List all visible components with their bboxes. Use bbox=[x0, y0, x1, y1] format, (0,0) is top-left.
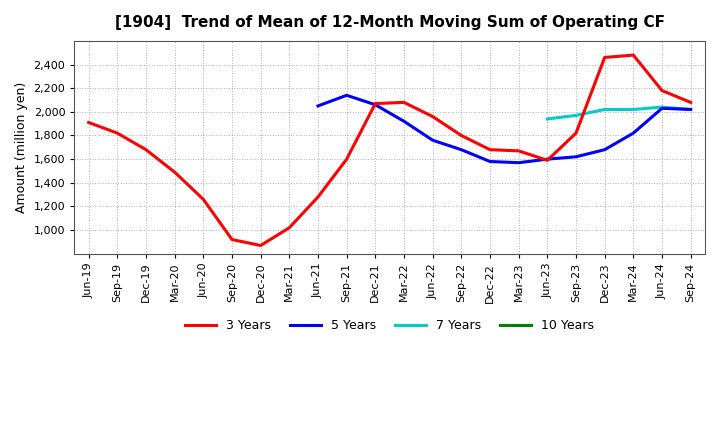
Y-axis label: Amount (million yen): Amount (million yen) bbox=[15, 82, 28, 213]
Legend: 3 Years, 5 Years, 7 Years, 10 Years: 3 Years, 5 Years, 7 Years, 10 Years bbox=[180, 314, 600, 337]
Title: [1904]  Trend of Mean of 12-Month Moving Sum of Operating CF: [1904] Trend of Mean of 12-Month Moving … bbox=[114, 15, 665, 30]
